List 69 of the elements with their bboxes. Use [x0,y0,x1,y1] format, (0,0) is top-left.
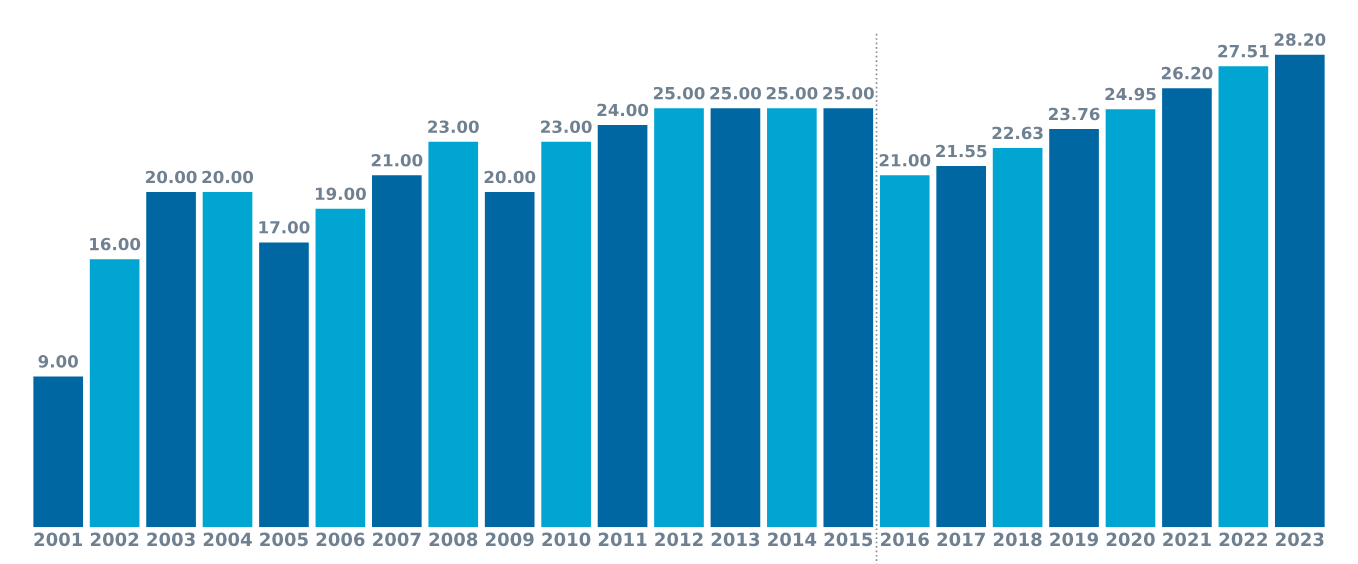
data-label: 21.00 [371,153,423,167]
bar [823,108,874,528]
x-tick-label: 2009 [485,532,534,547]
bar [1162,88,1212,528]
data-label: 21.55 [936,144,987,158]
bar [710,108,761,528]
data-label: 22.63 [992,126,1043,140]
bar [146,192,196,528]
data-label: 20.00 [146,170,197,184]
x-tick-label: 2014 [768,532,817,547]
data-label: 20.00 [484,170,536,184]
bar [484,192,535,528]
data-label: 26.20 [1161,66,1213,80]
bar [202,192,253,528]
bar [259,242,309,528]
data-label: 20.00 [202,170,254,184]
x-tick-label: 2003 [147,532,195,547]
x-tick-label: 2013 [711,532,760,547]
bar [992,148,1043,528]
bar [1218,66,1269,528]
bar [654,108,704,528]
data-label: 25.00 [710,86,761,100]
x-tick-label: 2010 [542,532,591,547]
x-tick-label: 2018 [993,532,1042,547]
x-tick-label: 2020 [1106,532,1155,547]
data-label: 24.95 [1105,87,1156,101]
x-tick-label: 2017 [937,532,985,547]
x-tick-label: 2012 [655,532,703,547]
data-label: 25.00 [766,86,818,100]
x-tick-label: 2021 [1163,532,1211,547]
x-tick-label: 2006 [316,532,365,547]
data-label: 23.76 [1049,107,1100,121]
x-tick-label: 2023 [1276,532,1324,547]
bar [33,376,84,528]
data-label: 23.00 [541,120,592,134]
data-label: 25.00 [653,86,705,100]
x-tick-label: 2007 [373,532,421,547]
data-label: 24.00 [597,103,649,117]
bar [767,108,817,528]
bar [371,175,422,528]
bar [879,175,930,528]
bar [1274,54,1325,528]
bar [315,208,366,528]
x-tick-label: 2011 [598,532,647,547]
bar [541,141,591,528]
data-label: 25.00 [823,86,874,100]
bar [936,166,987,528]
data-label: 9.00 [38,355,78,368]
x-tick-label: 2005 [260,532,308,547]
x-tick-label: 2002 [90,532,139,547]
x-tick-label: 2015 [824,532,873,547]
bar [1105,109,1156,528]
x-tick-label: 2016 [881,532,929,547]
data-label: 27.51 [1218,44,1269,58]
x-tick-label: 2022 [1219,532,1267,547]
bar [1049,129,1099,528]
data-label: 17.00 [259,221,310,234]
x-tick-label: 2019 [1050,532,1099,547]
bar [428,141,479,528]
x-tick-label: 2001 [34,532,83,547]
data-label: 19.00 [315,187,366,201]
data-label: 23.00 [428,120,479,134]
bar [597,125,648,528]
bar [89,259,140,528]
data-label: 28.20 [1274,33,1326,46]
data-label: 16.00 [90,237,141,251]
x-tick-label: 2004 [203,532,252,547]
x-tick-label: 2008 [429,532,478,547]
data-label: 21.00 [879,153,931,167]
